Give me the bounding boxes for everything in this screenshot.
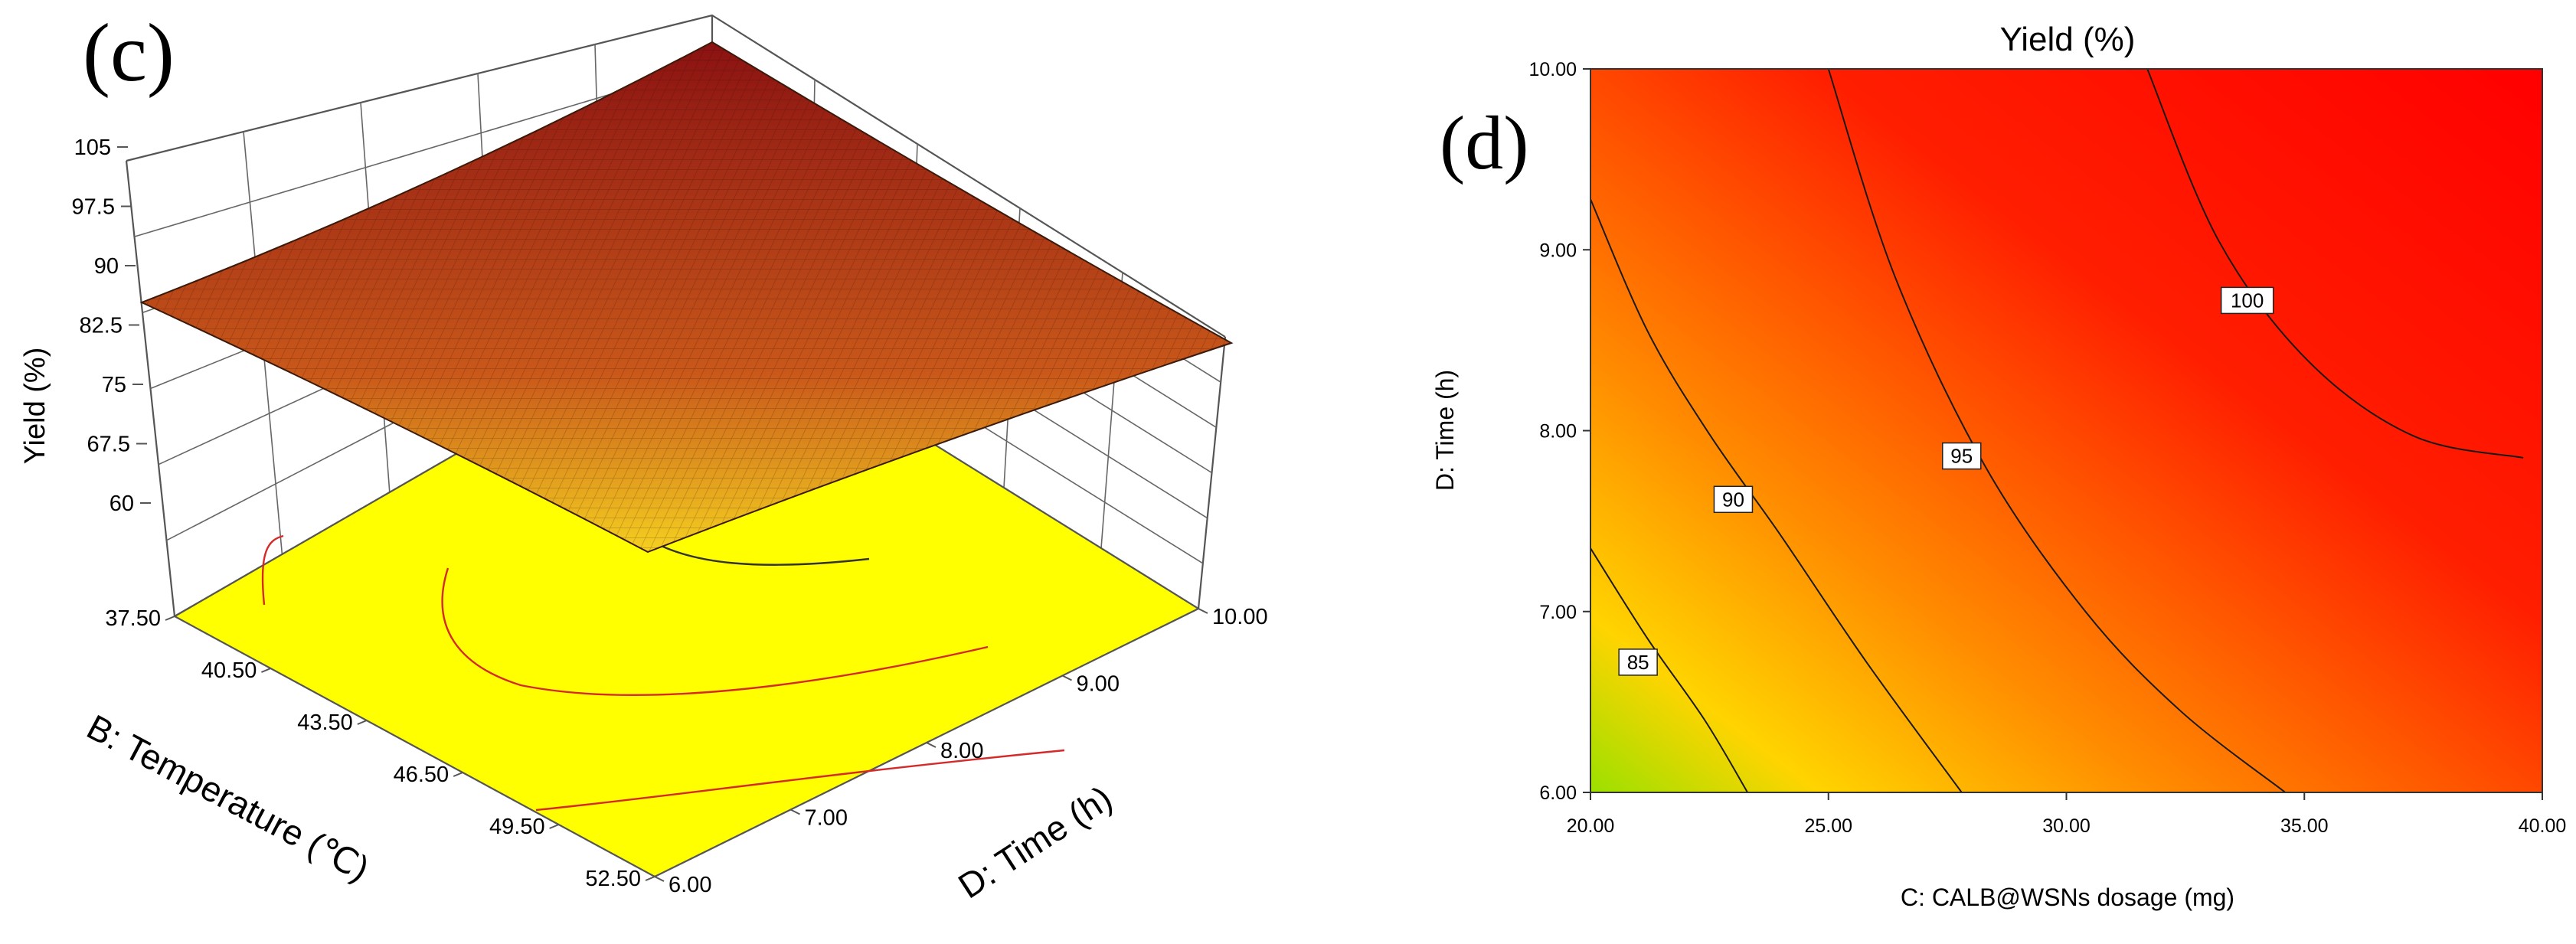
contour-label-text: 90 <box>1722 488 1744 511</box>
contour-label-text: 95 <box>1950 445 1973 468</box>
contour-y-tick-label: 7.00 <box>1539 602 1577 623</box>
contour-x-axis-ticks: 20.00 25.00 30.00 35.00 40.00 <box>1567 792 2567 837</box>
temperature-tick-label: 49.50 <box>489 815 545 839</box>
time-tick-mark <box>790 808 800 815</box>
surface-plot-panel: (c) 105 97.5 90 82.5 75 67.5 60 Yield (%) <box>19 8 1268 906</box>
time-tick-mark <box>1198 608 1208 614</box>
z-tick-label: 105 <box>74 136 111 160</box>
response-surface <box>139 41 1234 554</box>
contour-line-85 <box>1590 547 1748 793</box>
contour-heatmap <box>1590 69 2542 792</box>
contour-y-tick-label: 8.00 <box>1539 421 1577 443</box>
contour-x-tick-label: 30.00 <box>2042 815 2091 837</box>
contour-x-tick-label: 35.00 <box>2280 815 2329 837</box>
contour-x-tick-label: 40.00 <box>2519 815 2567 837</box>
temperature-tick-label: 46.50 <box>394 763 449 787</box>
time-tick-mark <box>926 742 937 748</box>
temperature-tick-mark <box>261 668 271 673</box>
temperature-tick-mark <box>549 824 559 829</box>
contour-title: Yield (%) <box>2000 21 2136 58</box>
temperature-tick-label: 37.50 <box>105 606 161 631</box>
contour-line-100 <box>2146 68 2524 459</box>
surface-mesh <box>142 42 1231 552</box>
temperature-tick-label: 52.50 <box>585 867 641 891</box>
temperature-axis-ticks: 37.50 40.50 43.50 46.50 49.50 52.50 <box>105 606 655 891</box>
contour-y-axis-ticks: 6.00 7.00 8.00 9.00 10.00 <box>1528 59 1590 804</box>
floor-contour-line <box>535 749 1065 812</box>
temperature-tick-mark <box>357 720 368 725</box>
panel-label-c: (c) <box>83 8 175 99</box>
floor-contour-line <box>261 534 284 606</box>
z-axis-ticks: 105 97.5 90 82.5 75 67.5 60 <box>72 136 151 516</box>
floor-contour-line <box>441 567 989 697</box>
temperature-tick-mark <box>165 616 175 621</box>
z-tick-label: 60 <box>110 492 134 516</box>
contour-y-tick-label: 10.00 <box>1528 59 1577 80</box>
contour-label-text: 100 <box>2231 289 2264 312</box>
contour-y-tick-label: 6.00 <box>1539 782 1577 804</box>
time-axis-ticks: 6.00 7.00 8.00 9.00 10.00 <box>654 605 1268 897</box>
time-tick-mark <box>654 876 665 882</box>
z-tick-label: 75 <box>102 373 126 397</box>
z-tick-label: 97.5 <box>72 195 115 220</box>
z-tick-label: 67.5 <box>87 433 130 457</box>
contour-label-box <box>1942 442 1982 470</box>
z-axis-label: Yield (%) <box>19 348 51 465</box>
contour-plot-panel: Yield (%) 85 90 95 100 (d) 20.00 25.00 30.00 3… <box>1431 21 2566 911</box>
z-tick-label: 82.5 <box>80 314 123 338</box>
contour-y-tick-label: 9.00 <box>1539 240 1577 261</box>
contour-line-95 <box>1827 68 2287 793</box>
contour-x-axis-label: C: CALB@WSNs dosage (mg) <box>1901 884 2234 911</box>
time-tick-label: 10.00 <box>1212 605 1268 629</box>
panel-label-d: (d) <box>1440 100 1529 185</box>
temperature-tick-mark <box>645 876 655 881</box>
contour-x-tick-label: 25.00 <box>1804 815 1852 837</box>
time-tick-label: 8.00 <box>940 739 983 763</box>
contour-label-box <box>2220 286 2274 315</box>
contour-label-text: 85 <box>1627 651 1649 674</box>
temperature-tick-label: 43.50 <box>297 710 353 735</box>
contour-label-box <box>1713 485 1754 514</box>
temperature-tick-mark <box>453 772 463 777</box>
time-tick-label: 9.00 <box>1077 672 1120 697</box>
temperature-tick-label: 40.50 <box>201 658 257 683</box>
time-tick-label: 6.00 <box>669 873 711 897</box>
time-tick-label: 7.00 <box>805 806 848 831</box>
contour-label-box <box>1618 648 1658 676</box>
contour-labels: 85 90 95 100 <box>1618 286 2274 676</box>
z-tick-label: 90 <box>94 254 119 279</box>
contour-x-tick-label: 20.00 <box>1567 815 1615 837</box>
time-tick-mark <box>1062 675 1072 681</box>
time-axis-label: D: Time (h) <box>951 778 1119 906</box>
contour-y-axis-label: D: Time (h) <box>1431 370 1459 491</box>
